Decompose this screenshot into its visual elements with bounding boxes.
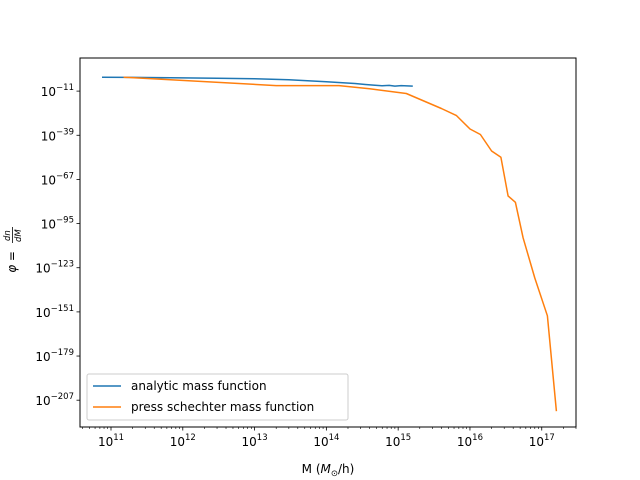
legend-box	[86, 373, 349, 421]
y-tick-label: 10−39	[41, 127, 74, 143]
x-tick-label: 1017	[529, 433, 555, 449]
plot-area	[80, 58, 576, 427]
x-tick-label: 1014	[313, 433, 339, 449]
series-line-1	[123, 76, 558, 412]
series-layer	[101, 76, 558, 412]
x-tick-label: 1012	[170, 433, 196, 449]
y-tick-label: 10−123	[35, 260, 74, 276]
x-tick-label: 1015	[385, 433, 411, 449]
axes-frame	[79, 57, 577, 428]
x-tick-label: 1011	[98, 433, 124, 449]
y-tick-label: 10−11	[41, 83, 74, 99]
legend-label-analytic: analytic mass function	[131, 379, 267, 393]
legend: analytic mass function press schechter m…	[86, 373, 349, 421]
x-tick-label: 1016	[457, 433, 483, 449]
y-axis-label-numerator: dn	[3, 230, 13, 241]
x-tick-label: 1013	[242, 433, 268, 449]
y-tick-label: 10−207	[35, 392, 74, 408]
y-tick-layer: 10−11 10−39 10−67 10−95 10−123 10−151 10−179 10…	[35, 83, 80, 408]
x-tick-layer: 1011 1012 1013 1014 1015 1016 1017	[82, 427, 577, 449]
y-axis-label-denominator: dM	[14, 229, 24, 242]
y-axis-label-lhs: φ =	[5, 251, 19, 273]
series-line-0	[101, 76, 413, 87]
y-tick-label: 10−151	[35, 304, 74, 320]
y-tick-label: 10−95	[41, 216, 74, 232]
legend-label-press-schechter: press schechter mass function	[131, 400, 314, 414]
y-axis-label: φ = dn dM	[3, 227, 24, 273]
y-tick-label: 10−67	[41, 171, 74, 187]
y-tick-label: 10−179	[35, 348, 74, 364]
x-axis-label: M (M⊙/h)	[302, 462, 355, 479]
